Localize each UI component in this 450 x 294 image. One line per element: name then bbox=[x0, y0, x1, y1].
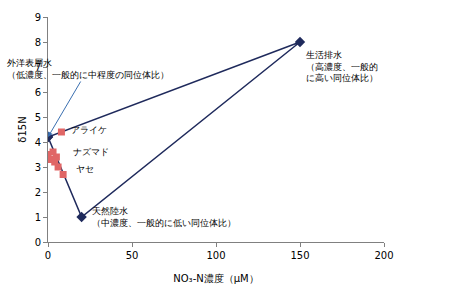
svg-text:0: 0 bbox=[35, 237, 41, 248]
svg-text:7: 7 bbox=[35, 62, 41, 73]
svg-text:3: 3 bbox=[35, 162, 41, 173]
svg-text:50: 50 bbox=[126, 250, 139, 261]
svg-text:6: 6 bbox=[35, 87, 41, 98]
svg-text:天然陸水（中濃度、一般的に低い同位体比）: 天然陸水（中濃度、一般的に低い同位体比） bbox=[92, 206, 236, 228]
svg-text:200: 200 bbox=[374, 250, 393, 261]
svg-text:生活排水（高濃度、一般的に高い同位体比）: 生活排水（高濃度、一般的に高い同位体比） bbox=[306, 50, 378, 83]
svg-text:0: 0 bbox=[45, 250, 51, 261]
svg-text:ナズマド: ナズマド bbox=[73, 147, 109, 157]
svg-text:5: 5 bbox=[35, 112, 41, 123]
svg-text:NO₃-N濃度（μM）: NO₃-N濃度（μM） bbox=[173, 273, 258, 284]
svg-text:100: 100 bbox=[206, 250, 225, 261]
svg-text:1: 1 bbox=[35, 212, 41, 223]
svg-text:4: 4 bbox=[35, 137, 41, 148]
svg-text:8: 8 bbox=[35, 37, 41, 48]
svg-text:2: 2 bbox=[35, 187, 41, 198]
svg-text:9: 9 bbox=[35, 12, 41, 23]
svg-text:アライケ: アライケ bbox=[71, 125, 107, 135]
svg-text:δ15N: δ15N bbox=[17, 116, 28, 142]
svg-text:外洋表層水（低濃度、一般的に中程度の同位体比）: 外洋表層水（低濃度、一般的に中程度の同位体比） bbox=[7, 58, 169, 80]
svg-text:ヤセ: ヤセ bbox=[76, 164, 94, 174]
svg-text:150: 150 bbox=[290, 250, 309, 261]
